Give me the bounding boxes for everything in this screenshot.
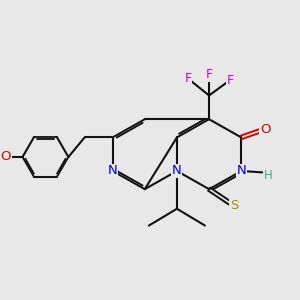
- Text: F: F: [226, 74, 234, 87]
- Text: O: O: [260, 122, 270, 136]
- Text: H: H: [263, 169, 272, 182]
- Text: S: S: [230, 200, 238, 212]
- Text: F: F: [184, 72, 192, 85]
- Text: N: N: [236, 164, 246, 178]
- Text: N: N: [108, 164, 118, 178]
- Text: O: O: [1, 151, 11, 164]
- Text: N: N: [172, 164, 182, 178]
- Text: F: F: [206, 68, 213, 81]
